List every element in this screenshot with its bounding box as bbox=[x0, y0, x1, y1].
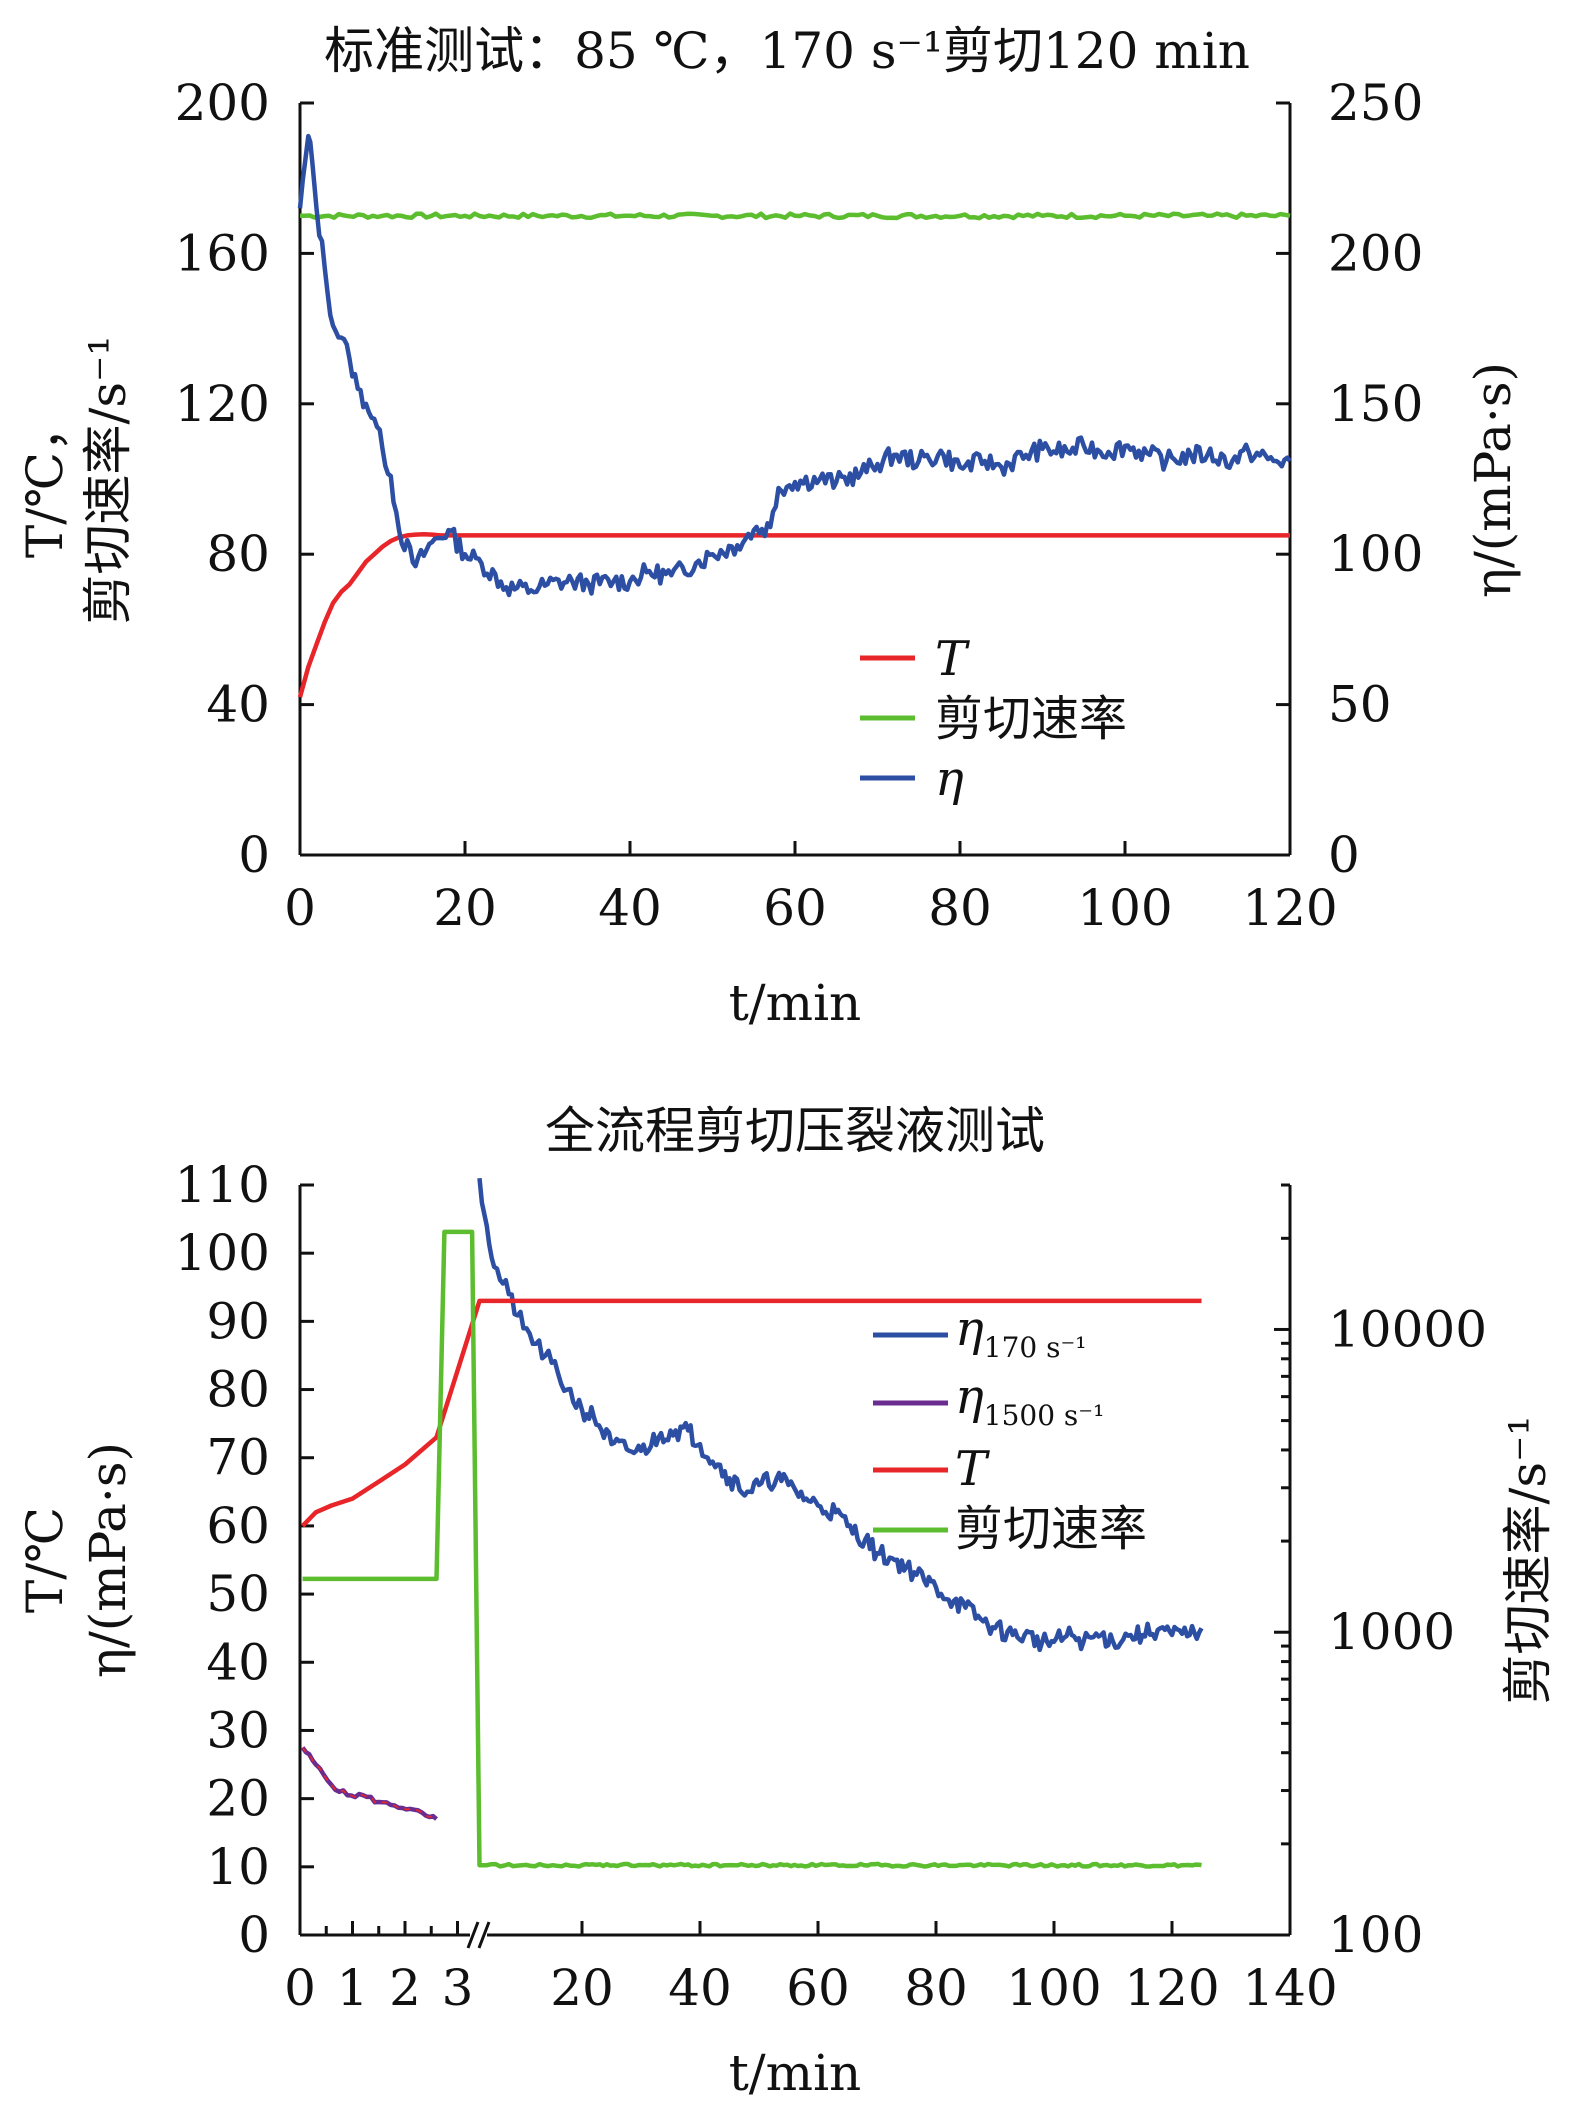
chart2-left-ylabel: T/℃ bbox=[16, 1507, 74, 1613]
chart2-series bbox=[300, 1177, 1204, 1869]
chart2-y-left-tick-label: 100 bbox=[175, 1224, 270, 1282]
chart1-y-left-tick-label: 40 bbox=[206, 676, 270, 734]
chart2-y-left-tick-label: 80 bbox=[206, 1361, 270, 1419]
chart1-line-shear-rate bbox=[300, 211, 1291, 221]
chart2-line-T bbox=[300, 1298, 1202, 1528]
chart2-legend-label-eta170: η170 s⁻¹ bbox=[955, 1301, 1086, 1364]
chart2-left-ylabel-2: η/(mPa·s) bbox=[79, 1442, 137, 1678]
chart2-legend-label-eta1500: η1500 s⁻¹ bbox=[955, 1369, 1104, 1432]
chart1-legend-label-eta: η bbox=[935, 751, 964, 807]
chart2-y-left-tick-label: 10 bbox=[206, 1838, 270, 1896]
chart1-title: 标准测试：85 ℃，170 s⁻¹剪切120 min bbox=[324, 22, 1250, 80]
chart2-xlabel: t/min bbox=[729, 2044, 862, 2102]
chart2-left-ylabel-line2: η/(mPa·s) bbox=[79, 1442, 137, 1678]
chart2-x-tick-label: 140 bbox=[1242, 1959, 1337, 2017]
chart2-x-tick-label: 100 bbox=[1006, 1959, 1101, 2017]
chart1-left-ylabel-line1: T/℃， bbox=[16, 402, 74, 558]
chart2-y-right-tick-label: 10000 bbox=[1328, 1300, 1487, 1358]
chart2-axis-break-mark-2 bbox=[477, 1921, 491, 1949]
chart2-legend-label-T: T bbox=[955, 1441, 990, 1497]
chart1-legend-label-T: T bbox=[935, 631, 970, 687]
chart2-x-tick-label: 120 bbox=[1124, 1959, 1219, 2017]
chart2-right-ylabel: 剪切速率/s⁻¹ bbox=[1499, 1416, 1557, 1705]
chart2-legend-label-shear: 剪切速率 bbox=[955, 1501, 1147, 1557]
chart1-y-left-tick-label: 160 bbox=[175, 224, 270, 282]
chart2-x-tick-label: 40 bbox=[668, 1959, 732, 2017]
chart2-legend-eta1500-sub: 1500 s⁻¹ bbox=[984, 1399, 1105, 1432]
chart1-x-tick-label: 100 bbox=[1077, 879, 1172, 937]
chart2-y-left-tick-label: 50 bbox=[206, 1565, 270, 1623]
chart2-y-left-tick-label: 30 bbox=[206, 1701, 270, 1759]
chart2-y-left-tick-label: 70 bbox=[206, 1429, 270, 1487]
chart2-y-right-tick-label: 1000 bbox=[1328, 1603, 1455, 1661]
chart2-x-tick-label: 2 bbox=[389, 1959, 421, 2017]
chart1-y-right-tick-label: 0 bbox=[1328, 826, 1360, 884]
chart1-y-right-tick-label: 200 bbox=[1328, 224, 1423, 282]
chart2-legend-eta1500-main: η bbox=[955, 1369, 984, 1425]
chart2-legend-eta170-main: η bbox=[955, 1301, 984, 1357]
chart2-plot-area bbox=[298, 1185, 1292, 1949]
chart1-left-ylabel-line2: 剪切速率/s⁻¹ bbox=[79, 336, 137, 625]
chart1-y-left-tick-label: 0 bbox=[238, 826, 270, 884]
chart2-y-left-tick-label: 110 bbox=[175, 1156, 270, 1214]
chart2-ticks: 0 1 2 3 20 40 60 80 100 120 1400102030405060708090… bbox=[175, 1156, 1488, 2017]
chart1-x-tick-label: 60 bbox=[763, 879, 827, 937]
chart2-x-tick-label: 20 bbox=[550, 1959, 614, 2017]
chart1-line-T bbox=[297, 532, 1290, 698]
chart1-y-left-tick-label: 200 bbox=[175, 74, 270, 132]
chart2-y-right-tick-label: 100 bbox=[1328, 1906, 1423, 1964]
chart2-right-ylabel-text: 剪切速率/s⁻¹ bbox=[1499, 1416, 1557, 1705]
chart1-y-right-tick-label: 250 bbox=[1328, 74, 1423, 132]
chart2-y-left-tick-label: 90 bbox=[206, 1292, 270, 1350]
chart2-x-tick-label: 60 bbox=[786, 1959, 850, 2017]
chart2-x-tick-label: 1 bbox=[337, 1959, 369, 2017]
chart2-x-tick-label: 3 bbox=[442, 1959, 474, 2017]
chart1-xlabel: t/min bbox=[729, 974, 862, 1032]
chart2-legend: η170 s⁻¹ η1500 s⁻¹ T 剪切速率 bbox=[873, 1301, 1147, 1557]
chart1-right-ylabel-text: η/(mPa·s) bbox=[1464, 362, 1522, 598]
chart1-y-right-tick-label: 100 bbox=[1328, 525, 1423, 583]
chart1-x-tick-label: 120 bbox=[1242, 879, 1337, 937]
chart1-left-ylabel-2: 剪切速率/s⁻¹ bbox=[79, 336, 137, 625]
chart1-series bbox=[297, 133, 1292, 698]
chart2-y-left-tick-label: 20 bbox=[206, 1770, 270, 1828]
chart1-right-ylabel: η/(mPa·s) bbox=[1464, 362, 1522, 598]
chart1-x-tick-label: 20 bbox=[433, 879, 497, 937]
chart2-x-tick-label: 80 bbox=[904, 1959, 968, 2017]
chart2-line-shear-rate bbox=[302, 1229, 1202, 1869]
chart2-y-left-tick-label: 0 bbox=[238, 1906, 270, 1964]
chart1-legend: T 剪切速率 η bbox=[860, 631, 1127, 807]
chart1-left-ylabel: T/℃， bbox=[16, 402, 74, 558]
chart1-line-eta bbox=[297, 133, 1292, 598]
chart2-axis-break-mark-1 bbox=[466, 1921, 480, 1949]
chart1-x-tick-label: 80 bbox=[928, 879, 992, 937]
chart1-legend-label-shear: 剪切速率 bbox=[935, 691, 1127, 747]
chart1-x-tick-label: 0 bbox=[284, 879, 316, 937]
chart2-title: 全流程剪切压裂液测试 bbox=[545, 1102, 1045, 1160]
chart2-y-left-tick-label: 40 bbox=[206, 1633, 270, 1691]
chart1-y-left-tick-label: 80 bbox=[206, 525, 270, 583]
chart1-x-tick-label: 40 bbox=[598, 879, 662, 937]
chart1-ticks: 0 20 40 60 80 100 1200408012016020005010015020… bbox=[175, 74, 1424, 937]
chart1-y-right-tick-label: 150 bbox=[1328, 375, 1423, 433]
chart2-x-tick-label: 0 bbox=[284, 1959, 316, 2017]
chart2-line-eta170 bbox=[477, 1177, 1204, 1653]
chart2-y-left-tick-label: 60 bbox=[206, 1497, 270, 1555]
chart2-left-ylabel-line1: T/℃ bbox=[16, 1507, 74, 1613]
chart1-y-left-tick-label: 120 bbox=[175, 375, 270, 433]
chart2-line-eta1500 bbox=[300, 1746, 438, 1821]
chart-standard-test: 标准测试：85 ℃，170 s⁻¹剪切120 min 0 20 40 60 80 100 1… bbox=[16, 22, 1522, 1032]
chart1-y-right-tick-label: 50 bbox=[1328, 676, 1392, 734]
chart-full-process-test: 全流程剪切压裂液测试 0 1 2 3 20 40 60 80 100 120 14001020304… bbox=[16, 1102, 1557, 2102]
chart2-legend-eta170-sub: 170 s⁻¹ bbox=[984, 1331, 1087, 1364]
